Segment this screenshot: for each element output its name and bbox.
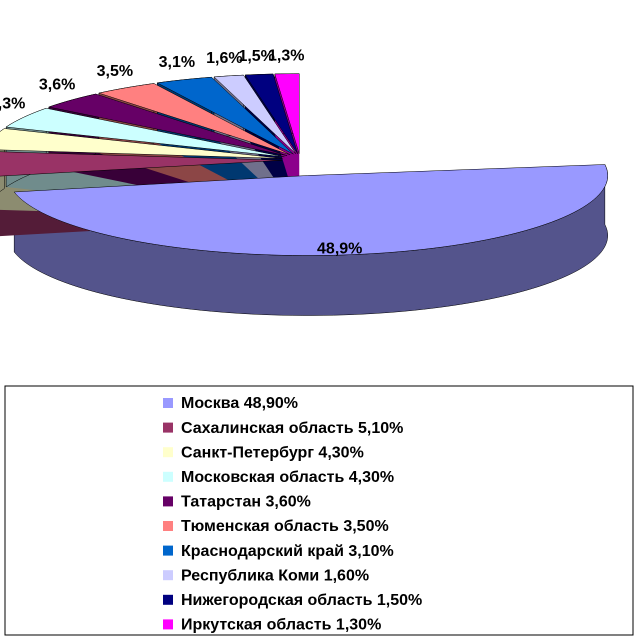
legend-label: Санкт-Петербург 4,30%	[181, 444, 364, 461]
legend-label: Москва 48,90%	[181, 395, 298, 412]
legend-label: Республика Коми 1,60%	[181, 567, 369, 584]
legend-label: Сахалинская область 5,10%	[181, 420, 403, 437]
legend-swatch	[163, 398, 173, 408]
data-label: 1,5%	[238, 48, 274, 65]
data-label: 1,3%	[268, 47, 304, 64]
legend-label: Московская область 4,30%	[181, 469, 394, 486]
slice	[47, 93, 288, 156]
legend-swatch	[163, 619, 173, 630]
legend-swatch	[163, 471, 173, 482]
pie-tops	[0, 73, 608, 256]
legend-label: Иркутская область 1,30%	[181, 617, 381, 634]
data-label: 3,1%	[159, 54, 195, 71]
legend-label: Татарстан 3,60%	[181, 494, 311, 511]
slice	[244, 73, 298, 154]
legend-swatch	[163, 545, 173, 556]
data-label: 48,9%	[317, 241, 362, 258]
legend-label: Тюменская область 3,50%	[181, 518, 389, 535]
data-label: 1,6%	[206, 50, 242, 67]
legend-swatch	[163, 570, 173, 581]
data-label: 3,6%	[39, 77, 75, 94]
data-label: 3,5%	[97, 63, 133, 80]
slice	[274, 73, 300, 154]
slice	[13, 164, 608, 256]
legend-label: Краснодарский край 3,10%	[181, 543, 394, 560]
legend-swatch	[163, 496, 173, 507]
slice	[156, 76, 294, 155]
legend-swatch	[163, 422, 173, 433]
slice	[5, 107, 285, 158]
slice	[0, 151, 283, 177]
legend-swatch	[163, 447, 173, 458]
legend-swatch	[163, 521, 173, 531]
slice	[0, 128, 283, 159]
slice	[213, 74, 297, 155]
legend-label: Нижегородская область 1,50%	[181, 592, 422, 609]
legend-swatch	[163, 594, 173, 605]
legend-box	[4, 385, 634, 636]
data-label: 4,3%	[0, 96, 25, 113]
slice	[97, 83, 291, 155]
